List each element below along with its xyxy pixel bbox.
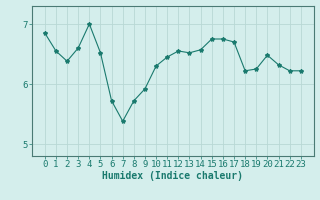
X-axis label: Humidex (Indice chaleur): Humidex (Indice chaleur)	[102, 171, 243, 181]
